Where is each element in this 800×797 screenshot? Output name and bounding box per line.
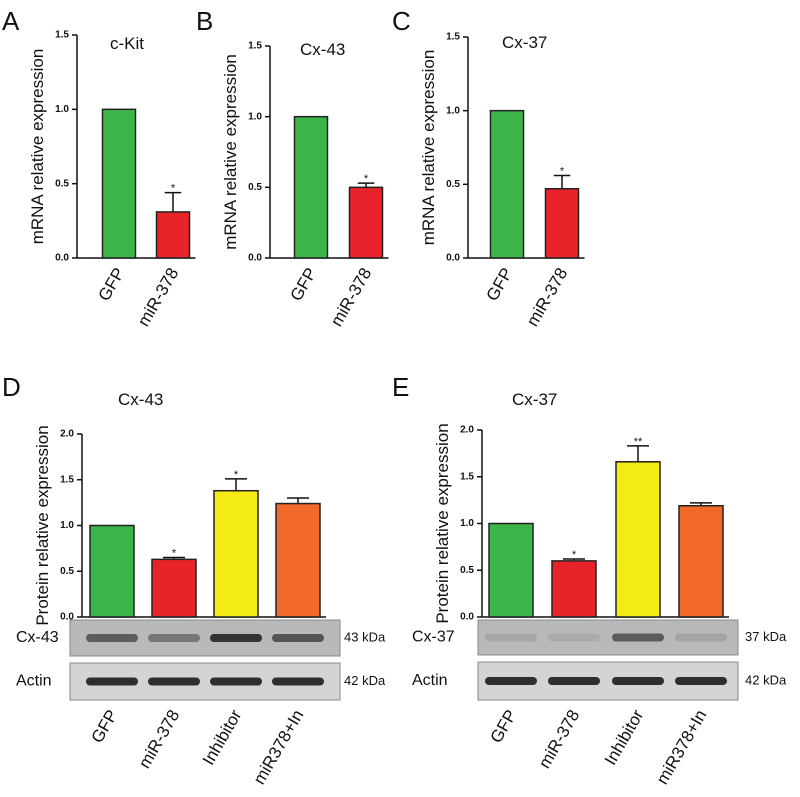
y-tick-label: 0.5 [460, 565, 474, 576]
significance: * [560, 165, 565, 177]
chart-title: Cx-43 [118, 390, 163, 409]
bar [488, 522, 534, 618]
blot-band [148, 634, 200, 642]
blot-band [272, 634, 324, 642]
blot-band [210, 677, 262, 686]
blot-band [548, 677, 600, 685]
significance: * [172, 548, 177, 560]
y-axis-label: mRNA relative expression [221, 54, 240, 250]
y-axis-label: mRNA relative expression [419, 50, 438, 246]
panel-letter: A [2, 6, 20, 36]
y-tick-label: 1.5 [248, 41, 262, 52]
bar [213, 489, 259, 618]
blot-size: 42 kDa [745, 672, 787, 687]
bar [151, 558, 197, 618]
x-tick-label: miR-378 [523, 265, 572, 330]
blot-band [86, 677, 138, 686]
blot-band [612, 677, 664, 685]
blot-band [612, 633, 664, 642]
y-tick-label: 0.0 [248, 253, 262, 264]
blot-size: 42 kDa [344, 673, 386, 688]
blot-label: Cx-37 [412, 629, 455, 646]
significance: * [234, 469, 239, 481]
blot-band [86, 634, 138, 642]
blot-size: 37 kDa [745, 629, 787, 644]
y-tick-label: 1.5 [446, 32, 460, 43]
chart-title: Cx-43 [300, 40, 345, 59]
panel-letter: C [392, 6, 411, 36]
blot-band [485, 677, 537, 685]
blot-band [272, 677, 324, 686]
blot-label: Cx-43 [16, 629, 59, 646]
x-tick-label: miR-378 [135, 707, 184, 772]
blot-size: 43 kDa [344, 629, 386, 644]
bar [489, 109, 525, 259]
chart-title: c-Kit [110, 34, 144, 53]
x-tick-label: GFP [95, 265, 129, 305]
panel-letter: B [196, 6, 213, 36]
y-tick-label: 1.0 [460, 518, 474, 529]
bar [89, 524, 135, 618]
significance: ** [634, 436, 643, 448]
y-tick-label: 1.5 [55, 30, 69, 41]
significance: * [364, 173, 369, 185]
y-tick-label: 1.5 [60, 474, 74, 485]
x-tick-label: miR-378 [327, 265, 376, 330]
blot-band [675, 633, 727, 642]
y-tick-label: 0.0 [446, 253, 460, 264]
x-tick-label: miR378+In [653, 707, 711, 788]
blot-band [548, 633, 600, 642]
blot-band [210, 634, 262, 642]
bar [551, 560, 597, 618]
panel-letter: D [2, 372, 21, 402]
y-tick-label: 1.0 [446, 105, 460, 116]
x-tick-label: GFP [487, 707, 521, 747]
y-tick-label: 0.0 [55, 253, 69, 264]
chart-title: Cx-37 [512, 390, 557, 409]
significance: * [572, 549, 577, 561]
bar [155, 211, 191, 259]
y-tick-label: 0.0 [460, 612, 474, 623]
blot-band [675, 677, 727, 685]
bar [544, 188, 580, 259]
bar [101, 108, 137, 259]
y-tick-label: 0.5 [248, 182, 262, 193]
chart-title: Cx-37 [502, 33, 547, 52]
x-tick-label: GFP [287, 265, 321, 305]
x-tick-label: Inhibitor [199, 706, 246, 768]
y-tick-label: 1.0 [248, 111, 262, 122]
blot-band [485, 633, 537, 642]
y-axis-label: mRNA relative expression [28, 49, 47, 245]
y-tick-label: 0.0 [60, 612, 74, 623]
blot-band [148, 677, 200, 686]
significance: * [171, 183, 176, 195]
y-axis-label: Protein relative expression [433, 423, 452, 623]
bar [615, 461, 661, 618]
y-tick-label: 1.5 [460, 471, 474, 482]
y-tick-label: 2.0 [60, 429, 74, 440]
y-tick-label: 1.0 [55, 104, 69, 115]
bar [293, 115, 329, 259]
y-tick-label: 1.0 [60, 520, 74, 531]
blot-image [477, 619, 739, 656]
bar [348, 186, 384, 259]
blot-label: Actin [16, 673, 52, 690]
y-tick-label: 2.0 [460, 425, 474, 436]
y-tick-label: 0.5 [55, 178, 69, 189]
blot-label: Actin [412, 672, 448, 689]
bar [275, 502, 321, 618]
y-tick-label: 0.5 [60, 566, 74, 577]
x-tick-label: GFP [88, 707, 122, 747]
x-tick-label: miR378+In [250, 707, 308, 788]
x-tick-label: Inhibitor [601, 706, 648, 768]
panel-letter: E [392, 372, 409, 402]
y-tick-label: 0.5 [446, 179, 460, 190]
y-axis-label: Protein relative expression [33, 425, 52, 625]
bar [678, 504, 724, 618]
x-tick-label: miR-378 [535, 707, 584, 772]
x-tick-label: GFP [483, 265, 517, 305]
x-tick-label: miR-378 [134, 265, 183, 330]
